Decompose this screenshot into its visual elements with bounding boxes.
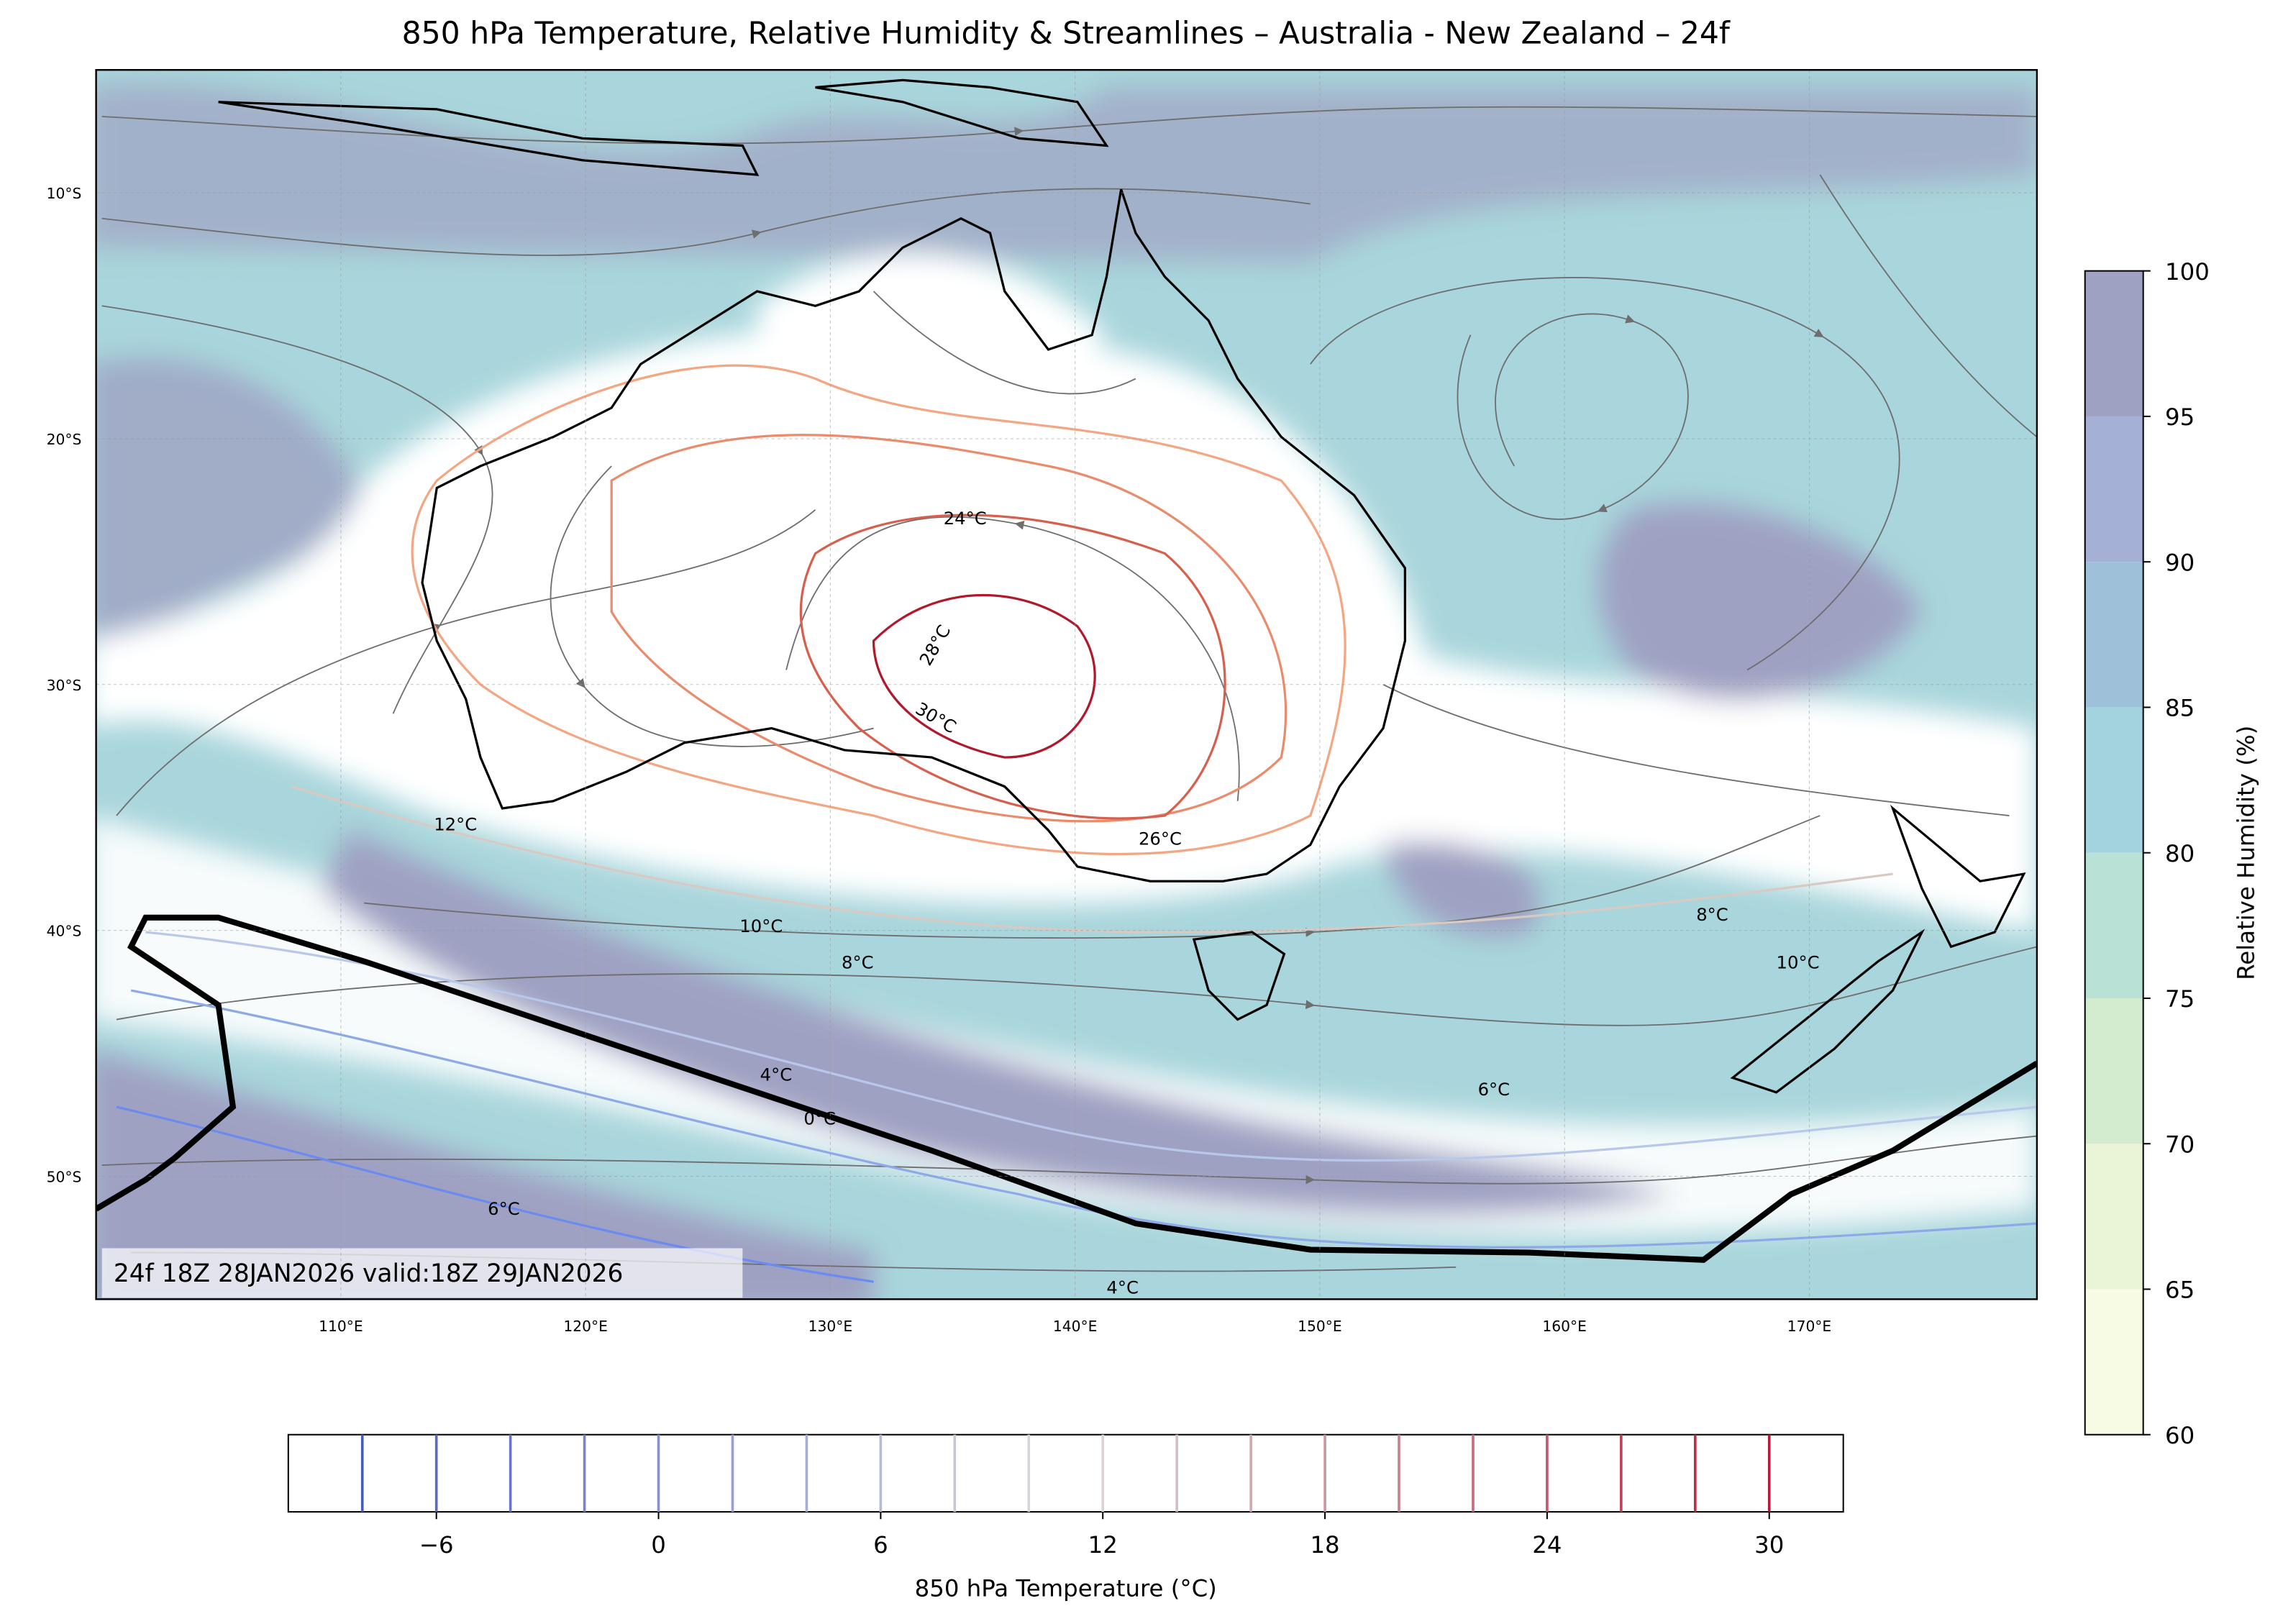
colorbar-tick-label: 24: [1532, 1531, 1562, 1559]
rh-colorbar: 60 65 70 75 80 85 90 95 100 Relative Humidity (%): [2084, 258, 2260, 1449]
contour-label: 10°C: [739, 916, 783, 936]
contour-label: 24°C: [944, 508, 987, 529]
lat-tick-label: 50°S: [47, 1169, 82, 1186]
title: 850 hPa Temperature, Relative Humidity &…: [402, 17, 1731, 52]
colorbar-tick-label: 100: [2165, 258, 2210, 286]
colorbar-tick-label: 85: [2165, 695, 2195, 722]
timestamp-box: [101, 1248, 743, 1298]
new-zealand-south: [1730, 929, 1926, 1094]
lat-tick-label: 40°S: [47, 923, 82, 940]
new-zealand-north: [1890, 804, 2026, 949]
colorbar-tick-label: 75: [2165, 985, 2195, 1013]
australia: [421, 188, 1407, 882]
contour-label: 26°C: [1139, 829, 1182, 849]
lon-tick-label: 170°E: [1787, 1318, 1832, 1335]
lon-tick-label: 120°E: [563, 1318, 608, 1335]
contour-label: 6°C: [488, 1198, 520, 1219]
lon-tick-label: 130°E: [808, 1318, 853, 1335]
coastlines: [96, 78, 2037, 1263]
colorbar-tick-label: 0: [651, 1531, 666, 1559]
colorbar-band: [2084, 852, 2143, 998]
colorbar-tick-label: 90: [2165, 549, 2195, 576]
contour-label: 8°C: [1696, 904, 1728, 925]
new-guinea: [815, 78, 1109, 147]
lon-tick-label: 140°E: [1053, 1318, 1098, 1335]
colorbar-tick-label: 12: [1088, 1531, 1118, 1559]
lat-tick-label: 30°S: [47, 677, 82, 694]
antarctic-coast: [96, 914, 2037, 1263]
contour-label: 8°C: [842, 952, 874, 973]
lat-tick-label: 10°S: [47, 185, 82, 202]
contour-label: 10°C: [1777, 952, 1820, 973]
colorbar-tick-label: 80: [2165, 840, 2195, 867]
colorbar-tick-label: 60: [2165, 1422, 2195, 1449]
colorbar-tick-label: 95: [2165, 403, 2195, 431]
colorbar-frame: [287, 1433, 1844, 1513]
colorbar-band: [2084, 416, 2143, 562]
contour-label: 4°C: [760, 1064, 793, 1085]
colorbar-tick-label: 30: [1754, 1531, 1784, 1559]
graticule: 110°E 120°E 130°E 140°E 150°E 160°E 170°E 10°S 2…: [47, 70, 2037, 1335]
colorbar-band: [2084, 998, 2143, 1144]
colorbar-tick-label: 65: [2165, 1277, 2195, 1304]
colorbar-band: [2084, 270, 2143, 416]
colorbar-band: [2084, 707, 2143, 853]
map-frame: [95, 68, 2038, 1300]
indonesia: [218, 101, 760, 176]
contour-label: 12°C: [434, 813, 477, 834]
colorbar-tick-label: 18: [1310, 1531, 1339, 1559]
humidity-shading: [96, 83, 2037, 1300]
contour-label: 4°C: [1106, 1277, 1139, 1297]
tasmania: [1192, 931, 1286, 1021]
contour-label: 6°C: [1478, 1079, 1510, 1100]
lon-tick-label: 110°E: [319, 1318, 363, 1335]
temperature-colorbar: −6 0 6 12 18 24 30 850 hPa Temperature (°C): [287, 1433, 1844, 1602]
colorbar-tick-label: 70: [2165, 1131, 2195, 1158]
colorbar-label: 850 hPa Temperature (°C): [915, 1575, 1217, 1602]
colorbar-band: [2084, 1289, 2143, 1435]
timestamp: 24f 18Z 28JAN2026 valid:18Z 29JAN2026: [114, 1259, 624, 1288]
lon-tick-label: 150°E: [1298, 1318, 1342, 1335]
colorbar-band: [2084, 1144, 2143, 1290]
contour-label: 0°C: [803, 1108, 836, 1128]
colorbar-label: Relative Humidity (%): [2233, 726, 2260, 980]
colorbar-tick-label: −6: [419, 1531, 454, 1559]
colorbar-band: [2084, 562, 2143, 708]
map-field: 24°C 28°C 30°C 26°C 12°C 10°C 8°C 6°C 4°…: [96, 70, 2037, 1300]
contour-labels: 24°C 28°C 30°C 26°C 12°C 10°C 8°C 6°C 4°…: [434, 508, 1819, 1297]
lat-tick-label: 20°S: [47, 431, 82, 448]
colorbar-tick-label: 6: [873, 1531, 888, 1559]
temperature-contours: [116, 364, 2037, 1283]
lon-tick-label: 160°E: [1542, 1318, 1587, 1335]
